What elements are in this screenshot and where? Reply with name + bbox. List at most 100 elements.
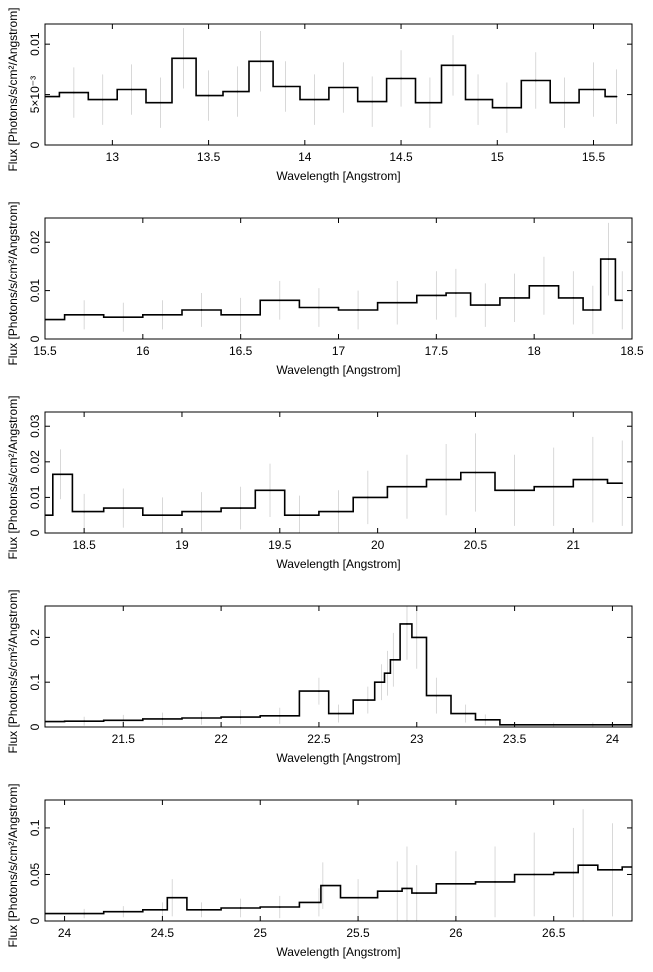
data-point — [161, 909, 164, 911]
data-point — [122, 507, 125, 509]
data-point — [161, 314, 164, 316]
data-point — [159, 101, 162, 104]
data-point — [322, 884, 324, 887]
data-point — [533, 873, 535, 876]
chart-panel-4: 21.5 22 22.5 23 23.5 24 0 0.1 0.2 Wavelength [Ang… — [6, 589, 633, 765]
data-point — [464, 712, 467, 715]
data-point — [130, 88, 133, 91]
data-point — [415, 892, 418, 894]
x-tick-label: 13 — [106, 150, 120, 164]
data-point — [452, 64, 454, 67]
y-tick-label: 0.02 — [28, 230, 42, 254]
data-point — [122, 719, 125, 722]
data-point — [552, 485, 555, 488]
data-point — [236, 90, 239, 93]
chart-panel-1: 13 13.5 14 14.5 15 15.5 0 5×10⁻³ 0.01 Wavelength … — [6, 7, 633, 183]
data-point — [406, 623, 408, 625]
data-point — [484, 719, 487, 721]
y-tick-label: 0 — [28, 723, 42, 730]
data-point — [161, 718, 164, 720]
data-point — [298, 514, 301, 517]
x-tick-label: 24 — [606, 732, 620, 746]
data-point — [552, 723, 555, 726]
data-point — [259, 60, 262, 63]
plot-area — [45, 222, 624, 335]
data-point — [406, 485, 408, 488]
data-point — [543, 284, 545, 287]
data-point — [371, 100, 373, 103]
data-point — [494, 881, 496, 883]
data-point — [607, 258, 610, 260]
x-tick-label: 13.5 — [197, 150, 221, 164]
x-tick-label: 16.5 — [229, 344, 253, 358]
x-axis-title: Wavelength [Angstrom] — [276, 363, 400, 377]
plot-area — [45, 809, 632, 921]
chart-panel-2: 15.5 16 16.5 17 17.5 18 18.5 0 0.01 0.02 Wavelengt… — [6, 201, 644, 377]
data-point — [396, 301, 399, 304]
x-axis-title: Wavelength [Angstrom] — [276, 751, 400, 765]
data-point — [284, 85, 287, 88]
x-tick-label: 25 — [254, 926, 268, 940]
data-point — [386, 672, 389, 675]
y-tick-label: 0 — [28, 529, 42, 536]
data-point — [318, 306, 320, 309]
x-tick-label: 19.5 — [268, 538, 292, 552]
data-point — [83, 510, 85, 513]
x-tick-label: 15 — [491, 150, 505, 164]
plot-frame — [44, 799, 633, 922]
data-point — [592, 309, 594, 311]
y-tick-label: 0.1 — [28, 819, 42, 836]
plot-frame — [44, 23, 633, 146]
data-point — [161, 514, 164, 517]
data-point — [279, 906, 281, 908]
x-tick-label: 17 — [332, 344, 346, 358]
x-axis-title: Wavelength [Angstrom] — [276, 945, 400, 959]
spectrum-line — [45, 57, 617, 109]
plot-area — [45, 28, 618, 133]
data-point — [455, 882, 457, 885]
data-point — [445, 478, 447, 481]
data-point — [592, 88, 595, 91]
spectrum-line — [45, 623, 632, 726]
chart-panel-3: 18.5 19 19.5 20 20.5 21 0 0.01 0.02 0.03 Wavelengt… — [6, 395, 633, 571]
data-point — [200, 510, 203, 513]
y-tick-label: 5×10⁻³ — [28, 76, 42, 113]
chart-panel-5: 24 24.5 25 25.5 26 26.5 0 0.05 0.1 Wavelength [An… — [6, 783, 633, 959]
data-point — [484, 304, 487, 306]
plot-frame — [44, 411, 633, 534]
data-point — [171, 896, 173, 899]
x-tick-label: 14 — [298, 150, 312, 164]
spectrum-line — [45, 864, 632, 915]
y-tick-label: 0.05 — [28, 862, 42, 886]
data-point — [200, 309, 203, 311]
data-point — [313, 98, 316, 101]
data-point — [513, 489, 516, 492]
data-point — [534, 79, 537, 82]
data-point — [239, 716, 242, 718]
plot-frame — [44, 605, 633, 728]
spectrum-line — [45, 258, 623, 321]
data-point — [592, 723, 594, 726]
x-tick-label: 15.5 — [582, 150, 606, 164]
x-axis-title: Wavelength [Angstrom] — [276, 169, 400, 183]
data-point — [122, 316, 125, 319]
data-point — [406, 887, 408, 890]
y-tick-label: 0.2 — [28, 629, 42, 646]
x-tick-label: 26 — [449, 926, 463, 940]
data-point — [357, 309, 359, 311]
y-tick-label: 0.01 — [28, 32, 42, 56]
y-tick-label: 0.01 — [28, 485, 42, 509]
data-point — [200, 717, 203, 719]
x-tick-label: 22.5 — [307, 732, 331, 746]
x-tick-label: 24 — [58, 926, 72, 940]
data-point — [337, 712, 340, 715]
x-tick-label: 21 — [567, 538, 581, 552]
x-tick-label: 17.5 — [425, 344, 449, 358]
data-point — [83, 314, 85, 316]
data-point — [357, 896, 359, 899]
data-point — [474, 471, 477, 474]
x-axis-title: Wavelength [Angstrom] — [276, 557, 400, 571]
data-point — [239, 314, 242, 316]
data-point — [400, 77, 402, 80]
